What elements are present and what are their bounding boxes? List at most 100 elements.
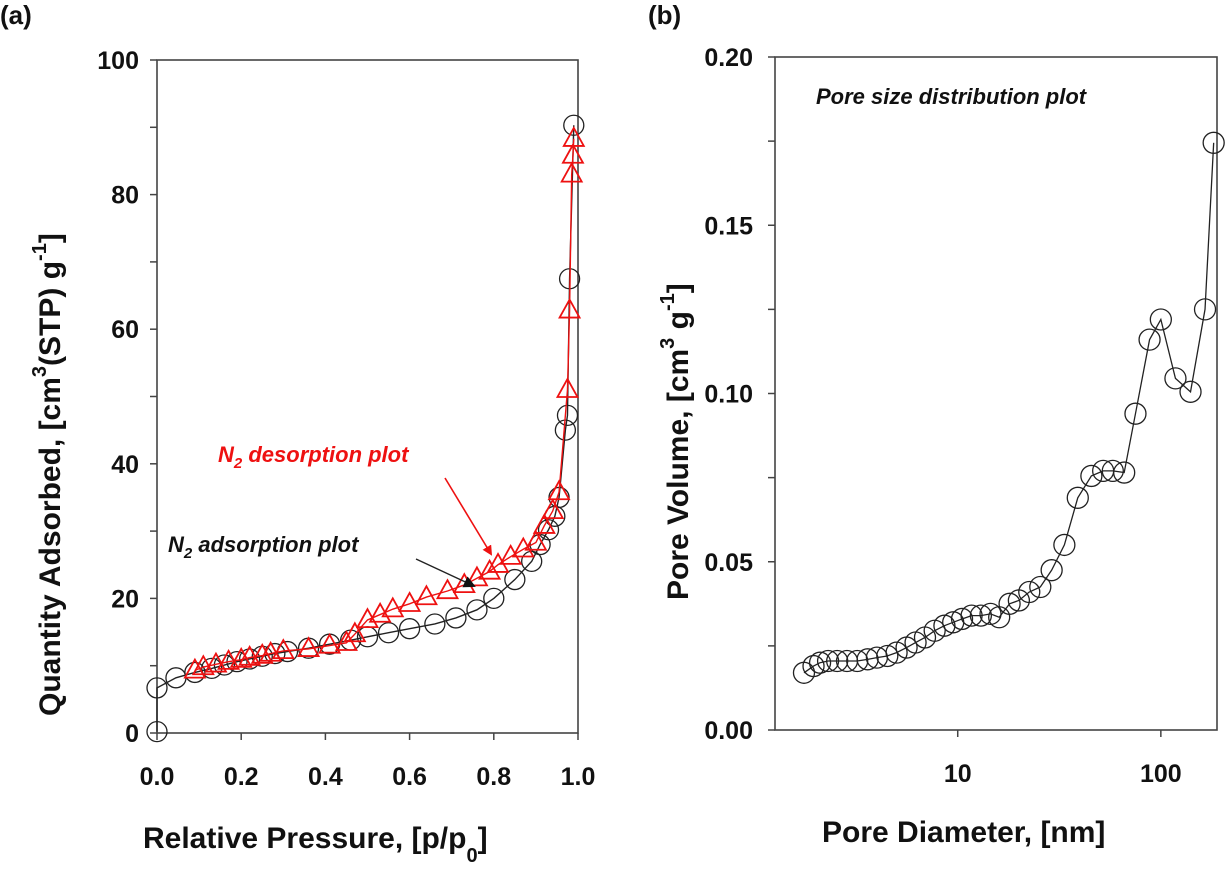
pore-volume-point bbox=[923, 619, 946, 642]
adsorption-point bbox=[563, 114, 585, 136]
x-tick-label-a: 0.8 bbox=[476, 763, 511, 791]
annotation-arrow-desorption bbox=[444, 477, 493, 556]
adsorption-line bbox=[156, 125, 575, 732]
y-tick-label-a: 40 bbox=[111, 451, 139, 479]
desorption-point bbox=[486, 552, 510, 573]
y-tick-label-a: 60 bbox=[111, 316, 139, 344]
pore-volume-point bbox=[1202, 131, 1225, 154]
pore-volume-point bbox=[1101, 459, 1124, 483]
desorption-point bbox=[271, 638, 295, 659]
desorption-point bbox=[541, 498, 565, 520]
x-axis-title-a: Relative Pressure, [p/p0] bbox=[143, 822, 488, 867]
desorption-point bbox=[435, 578, 460, 600]
annotation-desorption: N2 desorption plot bbox=[218, 442, 410, 472]
pore-volume-point bbox=[1193, 298, 1217, 321]
x-tick-label-a: 0.6 bbox=[392, 763, 427, 791]
pore-volume-point bbox=[885, 641, 908, 664]
desorption-point bbox=[368, 601, 392, 623]
plot-area-a bbox=[146, 114, 586, 743]
adsorption-point bbox=[424, 613, 446, 635]
pore-volume-line bbox=[803, 142, 1215, 674]
y-tick-label-a: 100 bbox=[97, 47, 139, 75]
annotation-adsorption: N2 adsorption plot bbox=[168, 532, 360, 562]
pore-volume-point bbox=[1029, 575, 1052, 599]
pore-volume-point bbox=[802, 654, 825, 678]
desorption-point bbox=[381, 596, 405, 618]
desorption-point bbox=[560, 161, 584, 183]
adsorption-point bbox=[146, 721, 168, 743]
adsorption-point bbox=[377, 622, 400, 644]
desorption-point bbox=[558, 297, 582, 319]
plot-frame-b bbox=[774, 56, 1218, 731]
desorption-point bbox=[398, 591, 422, 612]
pore-volume-point bbox=[1080, 464, 1103, 488]
x-axis-a: 0.0 0.2 0.4 0.6 0.8 1.0 bbox=[140, 733, 596, 791]
pore-volume-point bbox=[808, 651, 832, 674]
desorption-point bbox=[561, 142, 585, 164]
adsorption-point bbox=[537, 519, 560, 541]
desorption-point bbox=[499, 544, 523, 565]
desorption-point bbox=[355, 607, 380, 629]
adsorption-point bbox=[398, 618, 421, 640]
y-axis-title-a: Quantity Adsorbed, [cm3(STP) g-1] bbox=[29, 233, 67, 716]
pore-volume-point bbox=[960, 604, 983, 627]
panel-label-a: (a) bbox=[0, 0, 32, 30]
y-axis-title-b: Pore Volume, [cm3 g-1] bbox=[657, 283, 695, 600]
pore-volume-point bbox=[1138, 328, 1161, 351]
y-tick-label-b: 0.10 bbox=[704, 381, 753, 409]
y-tick-label-b: 0.00 bbox=[704, 717, 753, 745]
desorption-point bbox=[334, 630, 358, 651]
adsorption-point bbox=[146, 677, 168, 699]
pore-volume-point bbox=[1113, 461, 1136, 484]
pore-volume-point bbox=[1124, 402, 1147, 425]
plot-frame-a bbox=[156, 59, 579, 734]
pore-volume-point bbox=[1018, 580, 1041, 604]
pore-volume-point bbox=[1149, 308, 1172, 331]
y-tick-label-a: 20 bbox=[111, 585, 139, 613]
pore-volume-point bbox=[816, 649, 840, 673]
pore-volume-point bbox=[856, 648, 879, 671]
desorption-point bbox=[511, 536, 535, 558]
desorption-line bbox=[194, 138, 575, 672]
x-tick-label-a: 0.0 bbox=[140, 763, 175, 791]
pore-volume-point bbox=[1040, 559, 1063, 582]
desorption-point bbox=[524, 529, 548, 551]
pore-volume-point bbox=[1164, 367, 1187, 390]
x-axis-title-b: Pore Diameter, [nm] bbox=[822, 816, 1105, 849]
pore-volume-point bbox=[826, 649, 849, 673]
pore-volume-point bbox=[933, 614, 956, 637]
annotation-arrow-adsorption bbox=[415, 558, 476, 588]
adsorption-point bbox=[556, 404, 579, 426]
panel-label-b: (b) bbox=[648, 0, 681, 30]
plot-area-b bbox=[792, 131, 1225, 684]
y-tick-label-a: 0 bbox=[125, 720, 139, 748]
chart-title-b: Pore size distribution plot bbox=[816, 84, 1088, 109]
pore-volume-point bbox=[998, 592, 1021, 615]
desorption-point bbox=[297, 636, 321, 657]
desorption-point bbox=[250, 642, 274, 664]
x-tick-label-b: 100 bbox=[1140, 760, 1182, 788]
y-axis-b: 0.00 0.05 0.10 0.15 0.20 bbox=[704, 44, 775, 745]
y-axis-a: 0 20 40 60 80 100 bbox=[97, 47, 157, 748]
y-tick-label-b: 0.20 bbox=[704, 44, 753, 72]
pore-volume-point bbox=[979, 602, 1002, 626]
pore-volume-point bbox=[1179, 380, 1202, 403]
x-tick-label-a: 0.4 bbox=[308, 763, 343, 791]
x-tick-label-a: 0.2 bbox=[224, 763, 259, 791]
y-tick-label-b: 0.15 bbox=[704, 212, 753, 240]
x-tick-label-a: 1.0 bbox=[561, 763, 596, 791]
x-axis-b: 10 100 bbox=[944, 730, 1182, 788]
desorption-point bbox=[318, 632, 342, 654]
adsorption-point bbox=[445, 607, 467, 629]
y-tick-label-a: 80 bbox=[111, 182, 139, 210]
desorption-point bbox=[183, 657, 207, 679]
adsorption-point bbox=[504, 568, 526, 591]
desorption-point bbox=[532, 513, 556, 534]
desorption-point bbox=[547, 479, 571, 501]
pore-volume-point bbox=[1066, 486, 1089, 509]
panel-b-pore-size-distribution: (b) 0.00 0.05 0.10 0.15 0.20 10 100 Pore size… bbox=[648, 0, 1225, 849]
pore-volume-point bbox=[846, 649, 869, 673]
y-tick-label-b: 0.05 bbox=[704, 549, 753, 577]
adsorption-point bbox=[238, 648, 261, 670]
